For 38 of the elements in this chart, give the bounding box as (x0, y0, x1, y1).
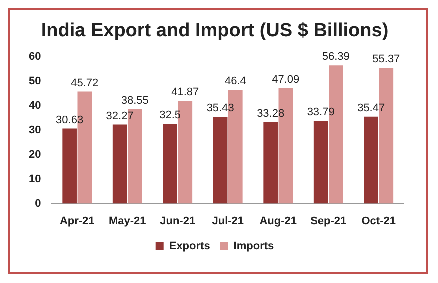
data-label: 30.63 (56, 114, 84, 126)
bar (213, 116, 228, 204)
y-tick-label: 0 (35, 198, 42, 210)
bar (364, 116, 378, 204)
data-label: 35.47 (358, 102, 386, 114)
x-tick-label: Oct-21 (362, 215, 396, 228)
data-label: 47.09 (272, 74, 300, 86)
data-label: 46.4 (224, 76, 246, 88)
y-tick-label: 20 (28, 148, 42, 161)
x-tick-label: Sep-21 (310, 215, 347, 228)
bar (314, 121, 328, 204)
bar (112, 124, 128, 204)
x-tick-label: May-21 (108, 215, 146, 228)
data-label: 38.55 (121, 94, 149, 107)
y-tick-label: 10 (28, 173, 42, 186)
y-tick-label: 60 (28, 50, 42, 63)
bar (62, 128, 77, 204)
data-label: 45.72 (71, 77, 99, 90)
data-label: 32.27 (106, 110, 134, 122)
x-tick-label: Jun-21 (160, 215, 196, 228)
data-label: 33.79 (307, 106, 335, 119)
x-tick-label: Jul-21 (212, 215, 244, 228)
data-label: 41.87 (172, 86, 200, 99)
data-label: 33.28 (257, 108, 285, 120)
data-label: 32.5 (160, 110, 182, 122)
bar (264, 122, 278, 204)
x-tick-label: Aug-21 (260, 215, 298, 228)
y-tick-label: 30 (28, 124, 42, 136)
data-label: 35.43 (206, 102, 234, 115)
legend-label: Exports (169, 240, 210, 253)
bar (163, 124, 178, 204)
chart-title: India Export and Import (US $ Billions) (41, 20, 389, 42)
y-tick-label: 40 (28, 100, 42, 112)
data-label: 56.39 (322, 51, 350, 64)
data-label: 55.37 (372, 54, 400, 66)
y-tick-label: 50 (28, 75, 42, 88)
legend-label: Imports (234, 240, 274, 253)
x-tick-label: Apr-21 (60, 215, 95, 228)
